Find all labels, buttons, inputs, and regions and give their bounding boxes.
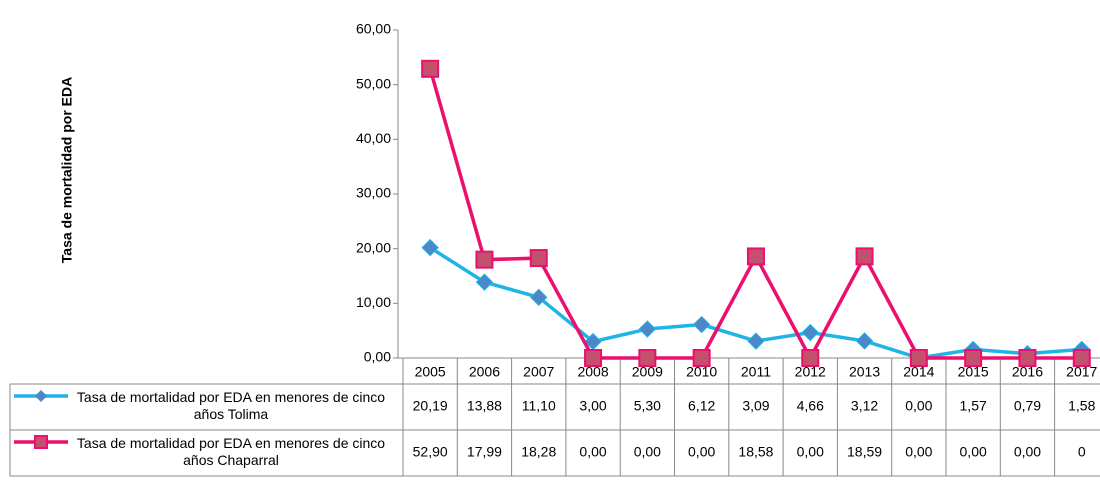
table-value: 0,00 (579, 444, 606, 460)
marker (475, 250, 494, 269)
table-value: 0,00 (905, 444, 932, 460)
x-tick-label: 2005 (415, 364, 446, 380)
legend-label: Tasa de mortalidad por EDA en menores de… (76, 435, 386, 468)
marker (638, 320, 657, 338)
table-value: 3,09 (742, 398, 769, 414)
y-tick-label: 50,00 (356, 75, 391, 91)
table-value: 52,90 (413, 444, 448, 460)
marker (1072, 349, 1091, 367)
table-value: 11,10 (522, 398, 556, 414)
y-tick-label: 10,00 (356, 294, 391, 310)
table-value: 0,79 (1014, 398, 1041, 414)
marker (692, 349, 711, 367)
y-tick-label: 30,00 (356, 185, 391, 201)
marker (421, 59, 440, 78)
table-value: 18,59 (847, 444, 882, 460)
legend-marker (35, 390, 47, 402)
marker (1018, 349, 1037, 367)
y-axis-label: Tasa de mortalidad por EDA (59, 77, 75, 263)
x-tick-label: 2006 (469, 364, 500, 380)
table-value: 0,00 (634, 444, 661, 460)
marker (855, 247, 874, 266)
x-tick-label: 2007 (523, 364, 554, 380)
table-value: 18,28 (521, 444, 556, 460)
marker (421, 238, 439, 257)
table-value: 20,19 (413, 398, 448, 414)
y-tick-label: 0,00 (364, 349, 391, 365)
marker (692, 315, 711, 334)
marker (855, 332, 874, 350)
table-value: 1,58 (1068, 398, 1095, 414)
marker (801, 349, 820, 367)
legend-marker (34, 435, 48, 449)
table-value: 5,30 (634, 398, 661, 414)
x-tick-label: 2011 (741, 364, 771, 380)
x-tick-label: 2014 (903, 364, 934, 380)
table-value: 0,00 (960, 444, 987, 460)
x-tick-label: 2010 (686, 364, 717, 380)
marker (584, 349, 603, 367)
marker (530, 288, 548, 307)
x-tick-label: 2009 (632, 364, 663, 380)
marker (529, 249, 548, 268)
marker (801, 323, 819, 342)
marker (747, 332, 765, 350)
x-tick-label: 2012 (795, 364, 826, 380)
y-tick-label: 60,00 (356, 21, 391, 37)
x-tick-label: 2015 (958, 364, 989, 380)
marker (475, 273, 494, 291)
table-value: 17,99 (467, 444, 502, 460)
table-value: 0,00 (905, 398, 932, 414)
table-value: 6,12 (688, 398, 715, 414)
table-value: 18,58 (738, 444, 773, 460)
marker (909, 349, 928, 367)
marker (746, 247, 765, 266)
x-tick-label: 2016 (1012, 364, 1043, 380)
table-value: 0,00 (1014, 444, 1041, 460)
table-value: 4,66 (797, 398, 824, 414)
table-value: 3,00 (579, 398, 606, 414)
table-value: 0,00 (688, 444, 715, 460)
table-value: 13,88 (467, 398, 502, 414)
y-tick-label: 40,00 (356, 130, 391, 146)
x-tick-label: 2013 (849, 364, 880, 380)
marker (964, 349, 983, 367)
table-value: 0,00 (797, 444, 824, 460)
x-tick-label: 2017 (1066, 364, 1097, 380)
x-tick-label: 2008 (577, 364, 608, 380)
series-line (428, 68, 1082, 362)
table-value: 1,57 (960, 398, 987, 414)
table-value: 3,12 (851, 398, 878, 414)
table-value: 0 (1078, 444, 1086, 460)
y-tick-label: 20,00 (356, 239, 391, 255)
marker (638, 349, 657, 367)
legend-label: Tasa de mortalidad por EDA en menores de… (76, 389, 386, 422)
